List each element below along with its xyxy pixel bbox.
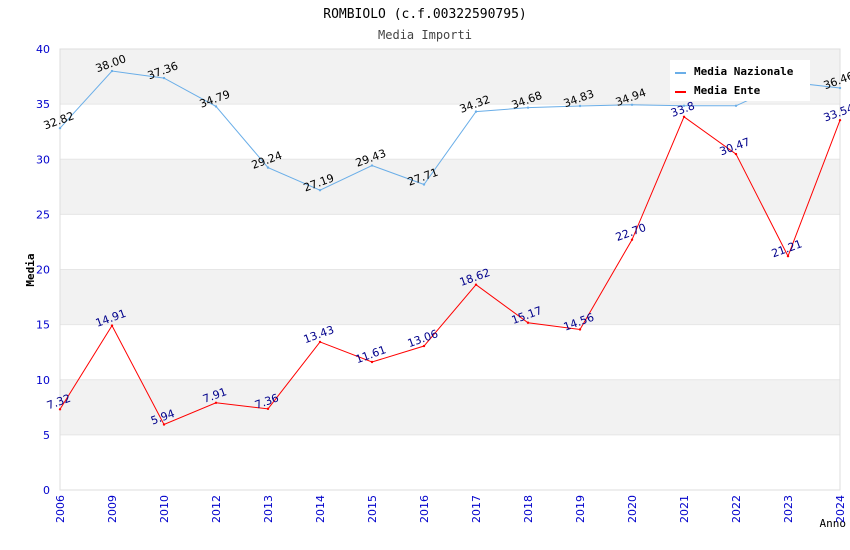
y-tick-label: 15 [36,319,50,332]
grid-band [60,269,840,325]
data-point [58,126,62,130]
data-point [214,401,218,404]
data-point [526,106,530,109]
data-point [370,360,374,364]
y-axis-label: Media [24,253,37,286]
x-tick-label: 2009 [106,495,119,523]
data-point [578,104,582,108]
y-tick-label: 5 [43,429,50,442]
x-tick-label: 2010 [158,495,171,523]
data-point [526,321,530,324]
data-point [422,344,426,348]
data-point [734,104,738,107]
y-tick-label: 35 [36,98,50,111]
legend: Media Nazionale Media Ente [670,60,810,101]
legend-label-media-nazionale: Media Nazionale [694,65,794,78]
data-point [682,115,686,119]
grid-band [60,379,840,435]
data-label: 33.54 [822,101,850,124]
x-tick-label: 2017 [470,495,483,523]
data-point [370,164,374,167]
chart-bands [60,49,840,435]
data-point [266,407,270,411]
x-axis-label: Anno [820,517,847,530]
x-tick-label: 2019 [574,495,587,523]
data-point [110,324,114,327]
data-point [474,110,478,113]
data-point [422,183,426,186]
x-tick-label: 2018 [522,495,535,523]
data-point [838,86,842,90]
data-label: 22.70 [614,221,648,244]
x-tick-label: 2024 [834,495,847,523]
x-tick-label: 2020 [626,495,639,523]
data-point [838,119,842,122]
data-point [110,69,114,73]
x-tick-label: 2022 [730,495,743,523]
data-label: 32.82 [42,109,76,132]
chart-subtitle: Media Importi [378,28,472,42]
x-tick-label: 2012 [210,495,223,523]
data-point [58,408,62,411]
data-point [318,340,322,344]
y-tick-label: 25 [36,208,50,221]
series-line-0 [59,70,841,191]
plot-area-frame [59,48,841,491]
data-point [786,254,790,258]
x-tick-label: 2016 [418,495,431,523]
chart-title: ROMBIOLO (c.f.00322590795) [323,7,527,22]
data-point [734,152,738,156]
x-tick-label: 2015 [366,495,379,523]
series-lines [58,69,842,426]
x-axis-ticks: 2006 2009 2010 2012 2013 2014 2015 2016 2017 2018… [54,495,847,523]
y-tick-label: 10 [36,374,50,387]
data-point [214,105,218,108]
y-tick-label: 30 [36,153,50,166]
data-point [162,76,166,80]
grid-band [60,159,840,215]
x-tick-label: 2021 [678,495,691,523]
data-label: 21.21 [770,237,804,260]
data-label: 11.61 [354,343,388,366]
y-axis-ticks: 0 5 10 15 20 25 30 35 40 [36,43,50,497]
x-tick-label: 2013 [262,495,275,523]
x-tick-label: 2014 [314,495,327,523]
y-tick-label: 40 [36,43,50,56]
y-tick-label: 0 [43,484,50,497]
x-tick-label: 2006 [54,495,67,523]
data-point [318,189,322,192]
legend-box [670,60,810,101]
data-point [266,166,270,169]
data-label: 30.47 [718,135,752,158]
data-point [162,423,166,426]
data-point [578,328,582,331]
legend-label-media-ente: Media Ente [694,84,761,97]
data-point [630,103,634,106]
data-point [630,238,634,241]
y-tick-label: 20 [36,264,50,277]
x-tick-label: 2023 [782,495,795,523]
series-line-1 [59,116,841,426]
data-point [474,283,478,286]
data-point [682,104,686,107]
